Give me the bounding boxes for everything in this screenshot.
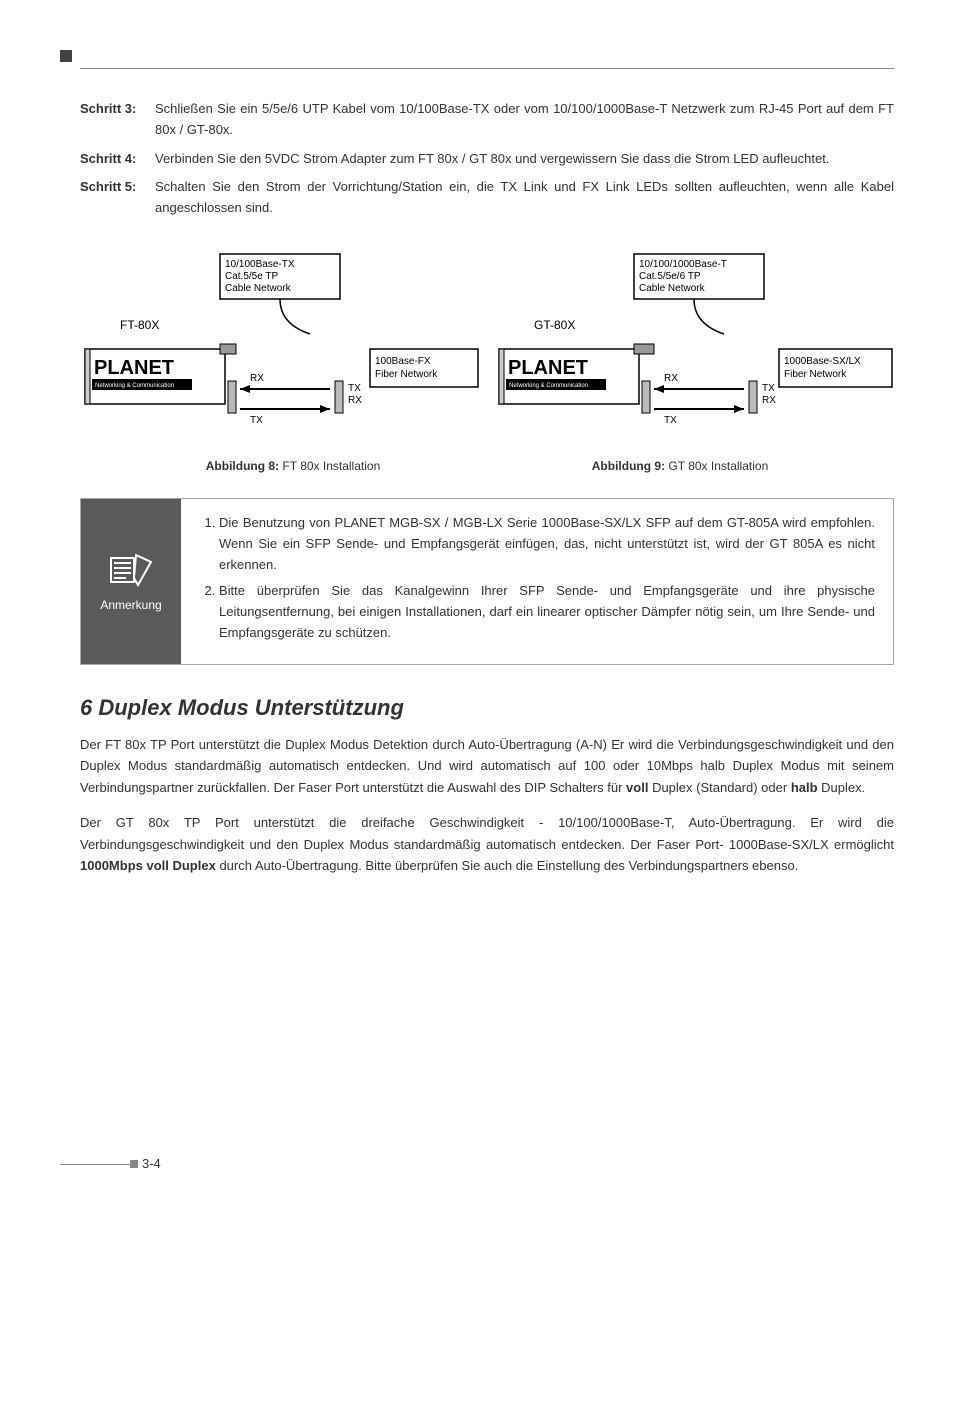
note-body: Die Benutzung von PLANET MGB-SX / MGB-LX…	[181, 499, 893, 664]
step-4: Schritt 4: Verbinden Sie den 5VDC Strom …	[80, 149, 894, 170]
svg-text:Fiber Network: Fiber Network	[375, 369, 438, 380]
step-label: Schritt 5:	[80, 177, 155, 219]
svg-text:TX: TX	[250, 415, 263, 426]
svg-text:TX: TX	[348, 383, 361, 394]
svg-text:RX: RX	[250, 373, 264, 384]
svg-text:PLANET: PLANET	[94, 357, 174, 379]
svg-text:PLANET: PLANET	[508, 357, 588, 379]
svg-text:RX: RX	[664, 373, 678, 384]
svg-text:10/100Base-TX: 10/100Base-TX	[225, 259, 295, 270]
svg-text:1000Base-SX/LX: 1000Base-SX/LX	[784, 356, 861, 367]
diagram-row: 10/100Base-TX Cat.5/5e TP Cable Network …	[80, 249, 894, 449]
note-item-1: Die Benutzung von PLANET MGB-SX / MGB-LX…	[219, 513, 875, 575]
diagram-ft80x: 10/100Base-TX Cat.5/5e TP Cable Network …	[80, 249, 480, 449]
svg-text:Cable Network: Cable Network	[225, 283, 292, 294]
caption-9: Abbildung 9: GT 80x Installation	[592, 459, 769, 473]
svg-text:Networking & Communication: Networking & Communication	[95, 383, 174, 389]
diagram-gt80x: 10/100/1000Base-T Cat.5/5e/6 TP Cable Ne…	[494, 249, 894, 449]
step-body: Schalten Sie den Strom der Vorrichtung/S…	[155, 177, 894, 219]
svg-text:Cat.5/5e TP: Cat.5/5e TP	[225, 271, 279, 282]
top-rule	[80, 68, 894, 69]
steps-list: Schritt 3: Schließen Sie ein 5/5e/6 UTP …	[80, 99, 894, 219]
svg-text:Cat.5/5e/6 TP: Cat.5/5e/6 TP	[639, 271, 701, 282]
step-label: Schritt 4:	[80, 149, 155, 170]
svg-text:GT-80X: GT-80X	[534, 318, 575, 332]
svg-text:FT-80X: FT-80X	[120, 318, 159, 332]
para-1: Der FT 80x TP Port unterstützt die Duple…	[80, 734, 894, 798]
page-number-bar: 3-4	[80, 1156, 894, 1172]
svg-text:Networking & Communication: Networking & Communication	[509, 383, 588, 389]
note-icon	[106, 550, 156, 590]
step-body: Schließen Sie ein 5/5e/6 UTP Kabel vom 1…	[155, 99, 894, 141]
step-body: Verbinden Sie den 5VDC Strom Adapter zum…	[155, 149, 894, 170]
step-label: Schritt 3:	[80, 99, 155, 141]
caption-8: Abbildung 8: FT 80x Installation	[206, 459, 381, 473]
note-item-2: Bitte überprüfen Sie das Kanalgewinn Ihr…	[219, 581, 875, 643]
corner-mark	[60, 50, 72, 62]
svg-text:TX: TX	[762, 383, 775, 394]
svg-text:100Base-FX: 100Base-FX	[375, 356, 431, 367]
page-number: 3-4	[142, 1156, 161, 1171]
svg-text:10/100/1000Base-T: 10/100/1000Base-T	[639, 259, 727, 270]
para-2: Der GT 80x TP Port unterstützt die dreif…	[80, 812, 894, 876]
step-3: Schritt 3: Schließen Sie ein 5/5e/6 UTP …	[80, 99, 894, 141]
section-title: 6 Duplex Modus Unterstützung	[80, 695, 894, 721]
svg-text:RX: RX	[348, 395, 362, 406]
svg-text:Fiber Network: Fiber Network	[784, 369, 847, 380]
svg-text:Cable Network: Cable Network	[639, 283, 706, 294]
captions: Abbildung 8: FT 80x Installation Abbildu…	[80, 459, 894, 473]
note-label: Anmerkung	[100, 598, 161, 612]
note-side: Anmerkung	[81, 499, 181, 664]
svg-text:TX: TX	[664, 415, 677, 426]
step-5: Schritt 5: Schalten Sie den Strom der Vo…	[80, 177, 894, 219]
svg-text:RX: RX	[762, 395, 776, 406]
note-box: Anmerkung Die Benutzung von PLANET MGB-S…	[80, 498, 894, 665]
